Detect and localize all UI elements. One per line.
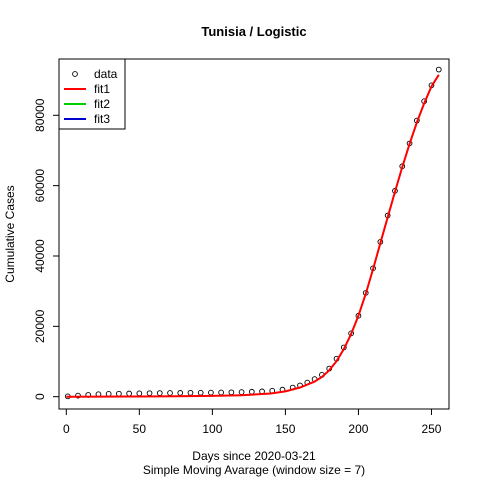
data-point — [116, 390, 122, 397]
chart-title: Tunisia / Logistic — [201, 24, 306, 39]
legend-label-data: data — [94, 67, 118, 81]
y-axis-label: Cumulative Cases — [3, 185, 17, 282]
y-tick-label: 60000 — [33, 169, 47, 203]
y-tick-label: 20000 — [33, 309, 47, 343]
data-point — [146, 390, 153, 397]
x-tick-label: 0 — [63, 422, 70, 436]
data-point — [156, 390, 163, 396]
y-tick-label: 80000 — [33, 98, 47, 132]
x-tick-label: 150 — [275, 422, 295, 436]
legend-label-fit1: fit1 — [94, 82, 110, 96]
legend-label-fit3: fit3 — [94, 112, 110, 126]
data-point — [126, 390, 132, 397]
y-tick-label: 0 — [33, 393, 47, 400]
x-tick-label: 50 — [133, 422, 147, 436]
legend-marker-data — [72, 71, 78, 77]
data-point — [187, 389, 194, 396]
data-point — [248, 388, 255, 395]
data-point — [177, 390, 184, 396]
y-axis: 0 20000 40000 60000 80000 — [33, 98, 60, 400]
x-tick-label: 250 — [421, 422, 441, 436]
data-point — [228, 389, 235, 396]
data-point — [238, 389, 245, 395]
fit1-line — [66, 74, 440, 398]
data-point — [167, 390, 173, 396]
data-point — [435, 66, 442, 73]
x-tick-label: 200 — [348, 422, 368, 436]
data-point — [218, 389, 224, 396]
legend-label-fit2: fit2 — [94, 97, 110, 111]
chart-subtitle: Simple Moving Avarage (window size = 7) — [143, 463, 365, 477]
legend-box — [58, 58, 126, 130]
data-point — [75, 392, 81, 399]
x-axis: 0 50 100 150 200 250 — [63, 408, 442, 436]
data-point — [208, 389, 214, 396]
data-point — [105, 391, 112, 397]
y-tick-label: 40000 — [33, 239, 47, 273]
x-tick-label: 100 — [202, 422, 222, 436]
data-point — [197, 389, 204, 396]
data-point — [136, 390, 143, 397]
x-axis-label: Days since 2020-03-21 — [192, 449, 316, 463]
